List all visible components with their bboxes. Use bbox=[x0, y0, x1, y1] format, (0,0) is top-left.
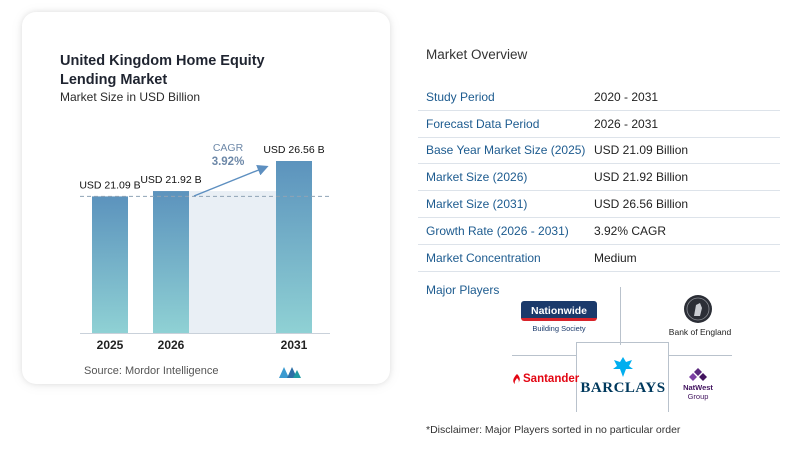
bank-of-england-logo: Bank of England bbox=[656, 294, 744, 340]
bank-of-england-logo-name: Bank of England bbox=[668, 327, 732, 337]
disclaimer: *Disclaimer: Major Players sorted in no … bbox=[426, 424, 681, 436]
row-value: USD 26.56 Billion bbox=[594, 197, 689, 212]
row-label: Study Period bbox=[426, 89, 495, 104]
overview-row: Market Size (2026) USD 21.92 Billion bbox=[418, 164, 780, 192]
grid-divider bbox=[576, 342, 577, 412]
overview-row: Study Period 2020 - 2031 bbox=[418, 84, 780, 111]
source-text: Source: Mordor Intelligence bbox=[84, 365, 219, 377]
overview-row: Market Concentration Medium bbox=[418, 245, 780, 272]
grid-divider bbox=[668, 342, 669, 412]
overview-title: Market Overview bbox=[426, 47, 528, 62]
santander-logo: Santander bbox=[512, 372, 579, 390]
mordor-logo-icon bbox=[279, 367, 301, 378]
row-value: USD 21.92 Billion bbox=[594, 170, 689, 185]
nationwide-logo: Nationwide Building Society bbox=[521, 301, 597, 337]
row-label: Market Concentration bbox=[426, 250, 541, 265]
row-label: Forecast Data Period bbox=[426, 116, 540, 131]
flame-icon bbox=[513, 374, 520, 384]
nationwide-logo-sub: Building Society bbox=[532, 324, 586, 333]
overview-row: Forecast Data Period 2026 - 2031 bbox=[418, 111, 780, 138]
santander-logo-name: Santander bbox=[523, 373, 580, 385]
grid-divider bbox=[512, 355, 576, 356]
barclays-logo-name: BARCLAYS bbox=[580, 380, 666, 396]
grid-divider bbox=[620, 287, 621, 345]
natwest-logo-sub: Group bbox=[687, 392, 709, 401]
row-value: Medium bbox=[594, 250, 637, 265]
major-players-title: Major Players bbox=[426, 283, 500, 297]
natwest-logo-name: NatWest bbox=[683, 383, 713, 392]
row-value: USD 21.09 Billion bbox=[594, 143, 689, 158]
row-label: Base Year Market Size (2025) bbox=[426, 143, 586, 158]
row-label: Market Size (2026) bbox=[426, 170, 528, 185]
chart-subtitle: Market Size in USD Billion bbox=[60, 90, 201, 104]
row-value: 3.92% CAGR bbox=[594, 223, 667, 238]
eagle-icon bbox=[613, 357, 633, 377]
overview-row: Market Size (2031) USD 26.56 Billion bbox=[418, 191, 780, 218]
natwest-cubes-icon bbox=[689, 368, 707, 381]
row-label: Growth Rate (2026 - 2031) bbox=[426, 223, 569, 238]
overview-row: Growth Rate (2026 - 2031) 3.92% CAGR bbox=[418, 218, 780, 245]
natwest-logo: NatWest Group bbox=[678, 368, 718, 404]
chart-title: United Kingdom Home Equity Lending Marke… bbox=[60, 53, 265, 88]
barclays-logo: BARCLAYS bbox=[580, 356, 666, 402]
grid-divider bbox=[576, 342, 668, 343]
grid-divider bbox=[668, 355, 732, 356]
row-value: 2020 - 2031 bbox=[594, 89, 659, 104]
overview-table: Study Period 2020 - 2031 Forecast Data P… bbox=[418, 84, 780, 272]
overview-row: Base Year Market Size (2025) USD 21.09 B… bbox=[418, 138, 780, 165]
nationwide-logo-name: Nationwide bbox=[521, 301, 597, 321]
britannia-seal-icon bbox=[684, 295, 712, 323]
row-label: Market Size (2031) bbox=[426, 197, 528, 212]
row-value: 2026 - 2031 bbox=[594, 116, 659, 131]
